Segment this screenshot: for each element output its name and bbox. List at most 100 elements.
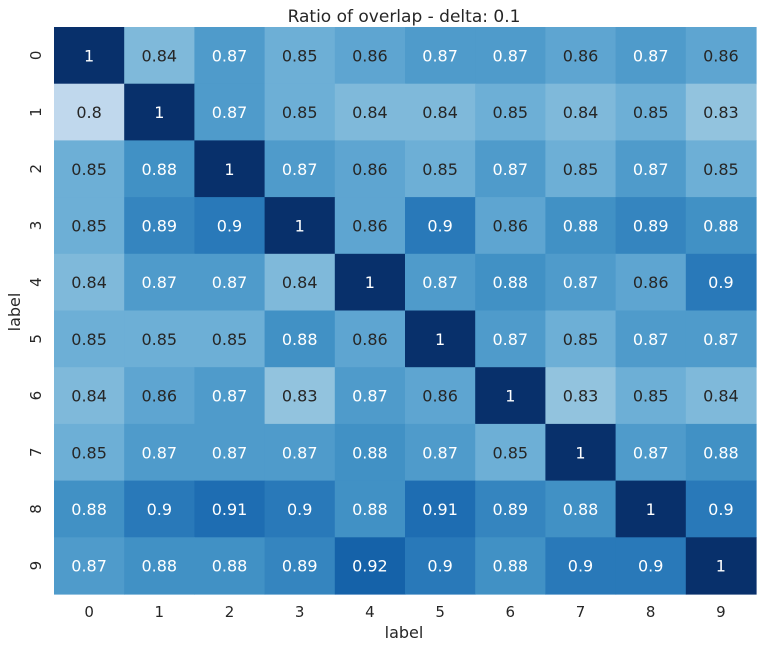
heatmap-cell-label-9-1: 0.88 [141,557,177,576]
heatmap-cell-label-3-6: 0.86 [492,216,528,235]
y-axis-ticks: 0 1 2 3 4 5 6 7 8 9 [27,51,45,571]
heatmap-cell-0-5 [405,27,476,85]
heatmap-cell-label-2-3: 0.87 [282,160,318,179]
heatmap-cell-9-4 [334,537,406,595]
heatmap-cell-label-2-5: 0.85 [422,160,458,179]
heatmap-cell-label-7-0: 0.85 [71,443,107,462]
heatmap-cell-label-8-6: 0.89 [492,500,528,519]
heatmap-cell-label-5-5: 1 [435,330,445,349]
heatmap-cell-1-1 [124,83,195,141]
heatmap-cell-label-1-0: 0.8 [76,103,101,122]
heatmap-cell-label-7-5: 0.87 [422,443,458,462]
heatmap-cell-label-5-0: 0.85 [71,330,107,349]
heatmap-cell-3-0 [54,197,125,255]
heatmap-cell-label-2-7: 0.85 [563,160,599,179]
heatmap-cell-label-7-2: 0.87 [212,443,248,462]
heatmap-cell-4-4 [334,253,406,312]
heatmap-cell-label-8-0: 0.88 [71,500,107,519]
heatmap-cell-7-9 [685,423,757,482]
heatmap-cell-label-0-1: 0.84 [141,46,177,65]
x-tick-label-2: 2 [225,603,235,621]
heatmap-cell-4-0 [54,253,125,312]
x-tick-label-7: 7 [576,603,586,621]
heatmap-cell-0-4 [334,27,406,85]
heatmap-cell-label-2-1: 0.88 [141,160,177,179]
heatmap-cell-label-7-4: 0.88 [352,443,388,462]
heatmap-cell-9-0 [54,537,125,595]
heatmap-cell-6-7 [545,367,617,425]
heatmap-cell-9-5 [405,537,476,595]
heatmap-cell-5-9 [685,310,757,368]
heatmap-cell-5-2 [194,310,266,368]
heatmap-cell-label-1-6: 0.85 [492,103,528,122]
heatmap-cell-6-0 [54,367,125,425]
heatmap-cell-4-2 [194,253,266,312]
heatmap-cell-4-8 [615,253,687,312]
heatmap-cell-label-9-5: 0.9 [427,557,452,576]
heatmap-cell-7-5 [405,423,476,482]
heatmap-cell-2-6 [475,140,546,198]
heatmap-cell-label-3-3: 1 [295,216,305,235]
heatmap-cell-8-5 [405,480,476,538]
heatmap-cell-3-5 [405,197,476,255]
heatmap-cell-1-3 [264,83,336,141]
heatmap-cell-label-6-2: 0.87 [212,387,248,406]
heatmap-cell-label-1-9: 0.83 [703,103,739,122]
y-tick-label-2: 2 [27,164,45,174]
heatmap-cell-label-1-2: 0.87 [212,103,248,122]
heatmap-cell-5-0 [54,310,125,368]
heatmap-cell-2-4 [334,140,406,198]
heatmap-cell-3-9 [685,197,757,255]
heatmap-cell-0-6 [475,27,546,85]
heatmap-cell-5-6 [475,310,546,368]
heatmap-cell-label-7-3: 0.87 [282,443,318,462]
heatmap-cell-6-3 [264,367,336,425]
heatmap-cell-label-0-8: 0.87 [633,46,669,65]
x-tick-label-5: 5 [435,603,445,621]
heatmap-cell-label-9-4: 0.92 [352,557,388,576]
heatmap-cell-9-7 [545,537,617,595]
heatmap-cell-label-5-7: 0.85 [563,330,599,349]
heatmap-cells: 1 0.84 0.87 0.85 0.86 0.87 0.87 0.86 0.87 0.86 0.8… [54,27,757,595]
heatmap-cell-7-3 [264,423,336,482]
heatmap-cell-label-6-1: 0.86 [141,387,177,406]
heatmap-cell-5-8 [615,310,687,368]
heatmap-cell-5-1 [124,310,195,368]
heatmap-cell-1-0 [54,83,125,141]
x-tick-label-9: 9 [716,603,726,621]
heatmap-cell-2-5 [405,140,476,198]
y-tick-label-6: 6 [27,391,45,401]
heatmap-cell-7-0 [54,423,125,482]
heatmap-cell-label-6-6: 1 [505,387,515,406]
y-tick-label-0: 0 [27,51,45,61]
heatmap-cell-7-8 [615,423,687,482]
heatmap-cell-label-9-9: 1 [716,557,726,576]
heatmap-cell-4-5 [405,253,476,312]
heatmap-cell-label-0-7: 0.86 [563,46,599,65]
heatmap-cell-label-4-6: 0.88 [492,273,528,292]
heatmap-cell-label-9-8: 0.9 [638,557,663,576]
heatmap-cell-label-2-6: 0.87 [492,160,528,179]
heatmap-cell-9-9 [685,537,757,595]
heatmap-cell-label-4-9: 0.9 [708,273,733,292]
x-tick-label-8: 8 [646,603,656,621]
heatmap-cell-4-6 [475,253,546,312]
heatmap-cell-label-3-7: 0.88 [563,216,599,235]
heatmap-cell-label-4-0: 0.84 [71,273,107,292]
heatmap-cell-1-2 [194,83,266,141]
heatmap-cell-label-5-1: 0.85 [141,330,177,349]
heatmap-cell-label-4-1: 0.87 [141,273,177,292]
heatmap-cell-3-1 [124,197,195,255]
x-tick-label-1: 1 [155,603,165,621]
heatmap-cell-4-1 [124,253,195,312]
heatmap-cell-2-9 [685,140,757,198]
y-tick-label-8: 8 [27,504,45,514]
heatmap-cell-label-0-4: 0.86 [352,46,388,65]
heatmap-cell-label-6-7: 0.83 [563,387,599,406]
heatmap-cell-label-1-5: 0.84 [422,103,458,122]
heatmap-cell-7-2 [194,423,266,482]
heatmap-cell-8-0 [54,480,125,538]
heatmap-cell-3-4 [334,197,406,255]
heatmap-cell-6-4 [334,367,406,425]
heatmap-cell-3-7 [545,197,617,255]
